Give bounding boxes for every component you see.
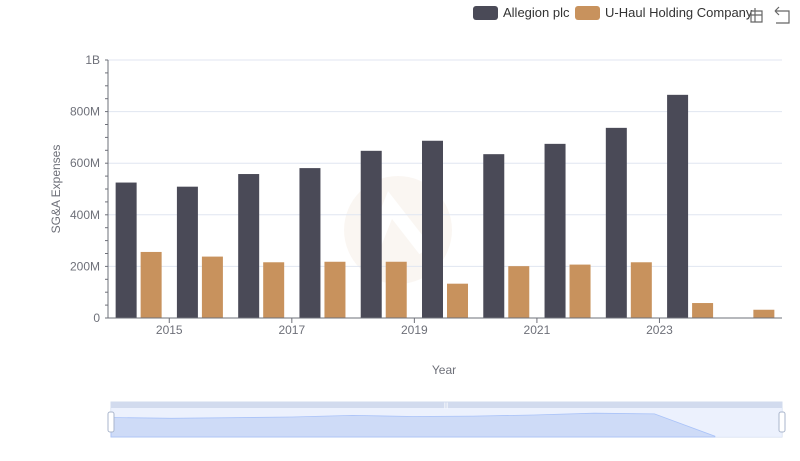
- bar-allegion-plc-2017[interactable]: [299, 168, 321, 318]
- x-tick-label: 2021: [524, 323, 551, 337]
- slider-top-bar[interactable]: [111, 402, 782, 408]
- bar-allegion-plc-2016[interactable]: [238, 174, 260, 318]
- data-zoom-slider[interactable]: |||: [107, 401, 786, 438]
- legend-label-uhaul[interactable]: U-Haul Holding Company: [605, 5, 753, 20]
- bar-u-haul-holding-company-2021[interactable]: [569, 264, 591, 318]
- bar-u-haul-holding-company-2015[interactable]: [201, 256, 223, 318]
- y-tick-label: 800M: [70, 105, 100, 119]
- bar-allegion-plc-2014[interactable]: [115, 182, 137, 318]
- slider-move-handle[interactable]: |||: [444, 403, 449, 409]
- x-axis-title: Year: [432, 363, 456, 377]
- y-tick-label: 1B: [85, 53, 100, 67]
- bar-u-haul-holding-company-2024[interactable]: [753, 309, 775, 318]
- zoom-select-icon[interactable]: [748, 8, 763, 23]
- bar-u-haul-holding-company-2019[interactable]: [447, 283, 468, 318]
- y-tick-label: 0: [93, 311, 100, 325]
- legend-label-allegion[interactable]: Allegion plc: [503, 5, 570, 20]
- bar-u-haul-holding-company-2023[interactable]: [692, 303, 714, 318]
- y-tick-label: 200M: [70, 259, 100, 273]
- legend-swatch-uhaul[interactable]: [575, 6, 600, 20]
- slider-handle-right[interactable]: [778, 411, 786, 433]
- bar-allegion-plc-2019[interactable]: [422, 140, 443, 318]
- legend[interactable]: Allegion plc U-Haul Holding Company: [473, 5, 753, 20]
- x-tick-label: 2015: [156, 323, 183, 337]
- bar-u-haul-holding-company-2022[interactable]: [630, 262, 652, 318]
- y-tick-label: 400M: [70, 208, 100, 222]
- zoom-reset-icon[interactable]: [774, 6, 790, 24]
- bar-u-haul-holding-company-2016[interactable]: [263, 262, 285, 318]
- bar-allegion-plc-2018[interactable]: [360, 150, 382, 318]
- x-tick-label: 2017: [278, 323, 305, 337]
- axes: 0 200M 400M 600M 800M 1B 2015 2017 2019 2021 2023: [70, 53, 782, 337]
- bar-allegion-plc-2022[interactable]: [605, 127, 627, 318]
- slider-handle-left[interactable]: [107, 411, 115, 433]
- x-tick-label: 2023: [646, 323, 673, 337]
- bar-allegion-plc-2020[interactable]: [483, 154, 505, 318]
- bar-allegion-plc-2015[interactable]: [176, 186, 198, 318]
- bar-u-haul-holding-company-2014[interactable]: [140, 251, 162, 318]
- bar-u-haul-holding-company-2018[interactable]: [385, 261, 407, 318]
- bar-allegion-plc-2023[interactable]: [667, 94, 689, 318]
- bar-u-haul-holding-company-2020[interactable]: [508, 266, 530, 318]
- y-tick-label: 600M: [70, 156, 100, 170]
- legend-swatch-allegion[interactable]: [473, 6, 498, 20]
- slider-preview-area: [110, 412, 716, 438]
- bars: [115, 94, 775, 318]
- bar-allegion-plc-2021[interactable]: [544, 143, 566, 318]
- bar-u-haul-holding-company-2017[interactable]: [324, 261, 346, 318]
- x-tick-label: 2019: [401, 323, 428, 337]
- y-axis-title: SG&A Expenses: [49, 145, 63, 234]
